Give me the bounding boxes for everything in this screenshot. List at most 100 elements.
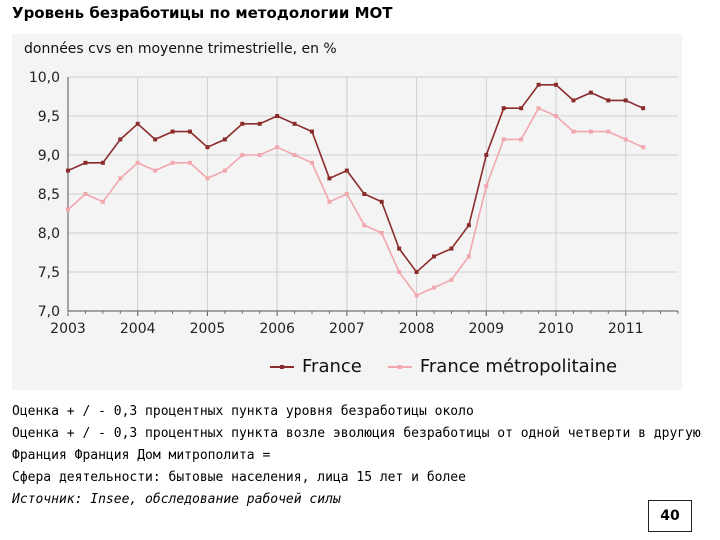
data-point <box>257 153 262 157</box>
unemployment-line-chart: données cvs en moyenne trimestrielle, en… <box>24 41 679 377</box>
data-point <box>519 106 524 111</box>
data-point <box>414 270 419 274</box>
data-point <box>240 121 245 126</box>
data-point <box>275 114 280 118</box>
data-point <box>606 98 611 103</box>
data-point <box>222 168 227 173</box>
data-point <box>292 153 297 157</box>
data-point <box>554 82 558 87</box>
x-tick-label: 2010 <box>538 321 574 337</box>
y-tick-label: 7,0 <box>38 304 60 320</box>
y-tick-label: 8,5 <box>38 187 60 203</box>
data-point <box>83 192 88 196</box>
data-point <box>571 129 576 134</box>
data-point <box>449 246 454 251</box>
data-point <box>623 98 628 103</box>
data-point <box>275 145 280 150</box>
data-point <box>100 160 105 165</box>
x-tick-label: 2007 <box>329 321 365 337</box>
data-point <box>641 145 646 150</box>
data-point <box>135 160 140 165</box>
note-line: Оценка + / - 0,3 процентных пункта возле… <box>12 426 701 441</box>
data-point <box>100 199 105 204</box>
data-point <box>588 129 593 134</box>
series-line <box>67 83 644 274</box>
data-point <box>571 98 576 103</box>
data-point <box>588 90 593 95</box>
data-point <box>222 137 227 142</box>
x-tick-label: 2003 <box>50 321 86 337</box>
legend-marker <box>280 365 284 369</box>
data-point <box>66 168 70 173</box>
data-point <box>83 160 88 165</box>
x-tick-label: 2005 <box>190 321 226 337</box>
chart-area: données cvs en moyenne trimestrielle, en… <box>12 34 682 390</box>
data-point <box>466 223 471 228</box>
data-point <box>257 121 262 126</box>
data-point <box>484 184 489 189</box>
data-point <box>344 168 349 173</box>
source-line: Источник: Insee, обследование рабочей си… <box>12 492 341 507</box>
data-point <box>170 160 175 165</box>
notes-block: Оценка + / - 0,3 процентных пункта уровн… <box>12 404 702 514</box>
data-point <box>466 254 471 259</box>
x-tick-label: 2004 <box>120 321 156 337</box>
data-point <box>432 285 436 290</box>
legend-label: France <box>302 356 362 377</box>
data-point <box>484 153 489 157</box>
data-point <box>536 82 541 87</box>
legend-label: France métropolitaine <box>420 356 617 377</box>
note-line: Оценка + / - 0,3 процентных пункта уровн… <box>12 404 474 419</box>
data-point <box>519 137 524 142</box>
data-point <box>554 114 558 118</box>
data-point <box>536 106 541 111</box>
data-point <box>362 223 367 228</box>
data-point <box>397 246 402 251</box>
data-point <box>188 160 192 165</box>
data-point <box>501 106 506 111</box>
note-line: Сфера деятельности: бытовые населения, л… <box>12 470 466 485</box>
data-point <box>449 277 454 282</box>
data-point <box>310 160 314 165</box>
chart-subtitle: données cvs en moyenne trimestrielle, en… <box>24 41 337 57</box>
y-tick-label: 7,5 <box>38 265 60 281</box>
data-point <box>240 153 245 157</box>
data-point <box>170 129 175 134</box>
data-point <box>153 137 158 142</box>
data-point <box>501 137 506 142</box>
data-point <box>623 137 628 142</box>
data-point <box>66 207 70 212</box>
note-line: Франция Франция Дом митрополита = <box>12 448 271 463</box>
data-point <box>432 254 436 259</box>
slide-title: Уровень безработицы по методологии МОТ <box>12 4 393 22</box>
data-point <box>379 199 384 204</box>
data-point <box>379 231 384 235</box>
y-tick-label: 8,0 <box>38 226 60 242</box>
data-point <box>606 129 611 134</box>
data-point <box>397 270 402 274</box>
data-point <box>118 176 123 181</box>
page-number: 40 <box>648 500 692 532</box>
y-tick-label: 9,5 <box>38 109 60 125</box>
legend-marker <box>397 365 402 369</box>
x-tick-label: 2006 <box>259 321 295 337</box>
data-point <box>362 192 367 196</box>
data-point <box>327 176 332 181</box>
data-point <box>188 129 192 134</box>
y-tick-label: 10,0 <box>29 70 60 86</box>
data-point <box>135 121 140 126</box>
data-point <box>310 129 314 134</box>
data-point <box>205 145 210 150</box>
x-tick-label: 2009 <box>468 321 504 337</box>
series-line <box>67 107 644 297</box>
data-point <box>153 168 158 173</box>
data-point <box>641 106 646 111</box>
x-tick-label: 2011 <box>608 321 644 337</box>
data-point <box>205 176 210 181</box>
data-point <box>327 199 332 204</box>
data-point <box>344 192 349 196</box>
x-tick-label: 2008 <box>399 321 435 337</box>
data-point <box>118 137 123 142</box>
data-point <box>414 293 419 298</box>
data-point <box>292 121 297 126</box>
